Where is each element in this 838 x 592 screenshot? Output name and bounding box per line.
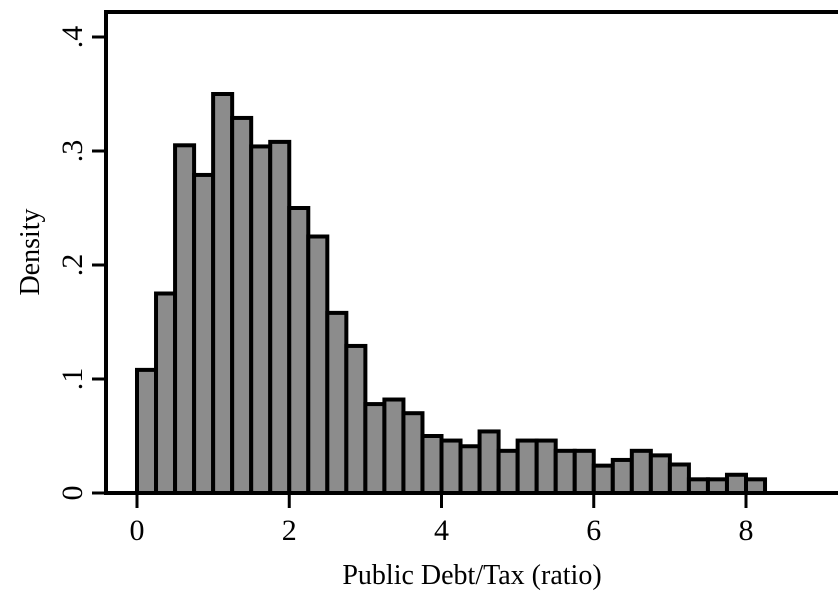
histogram-bar [534, 438, 558, 495]
bars-group [135, 92, 768, 496]
histogram-bar [382, 397, 406, 495]
y-tick-label: .3 [56, 140, 89, 163]
histogram-bar [249, 144, 273, 495]
histogram-bar [363, 402, 387, 495]
histogram-bar [458, 444, 482, 496]
histogram-bar [686, 477, 710, 496]
histogram-bar [705, 477, 729, 496]
histogram-bar [344, 343, 368, 495]
histogram-bar [572, 448, 596, 496]
histogram-bar [268, 139, 292, 495]
histogram-bar [477, 429, 501, 496]
histogram-bar [496, 448, 520, 496]
x-tick-label: 6 [586, 514, 601, 547]
y-tick-label: .2 [56, 254, 89, 277]
histogram-bar [667, 462, 691, 495]
y-tick-label: .1 [56, 368, 89, 391]
x-axis: 0 2 4 6 8 [130, 493, 754, 547]
histogram-bar [135, 367, 159, 496]
histogram-bar [724, 472, 748, 496]
histogram-bar [420, 434, 444, 495]
histogram-bar [648, 453, 672, 496]
histogram-bar [744, 477, 768, 496]
histogram-bar [515, 438, 539, 495]
y-tick-label: .4 [56, 26, 89, 49]
x-tick-label: 0 [130, 514, 145, 547]
histogram-bar [401, 411, 425, 496]
x-axis-title: Public Debt/Tax (ratio) [342, 560, 601, 591]
histogram-bar [154, 291, 178, 495]
y-axis-title: Density [15, 208, 46, 295]
x-tick-label: 2 [282, 514, 297, 547]
histogram-bar [439, 438, 463, 495]
histogram-bar [173, 143, 197, 496]
y-axis: 0 .1 .2 .3 .4 [56, 26, 106, 501]
histogram-bar [211, 92, 235, 495]
histogram-bar [553, 448, 577, 496]
histogram-bar [610, 457, 634, 496]
histogram-bar [192, 172, 216, 495]
plot-frame [104, 10, 838, 495]
histogram-bar [230, 115, 254, 495]
histogram-bar [306, 234, 330, 495]
x-tick-label: 4 [434, 514, 449, 547]
y-tick-label: 0 [56, 486, 89, 501]
histogram-bar [325, 310, 349, 495]
histogram-bar [629, 448, 653, 496]
histogram-bar [287, 206, 311, 495]
x-tick-label: 8 [739, 514, 754, 547]
histogram-bar [591, 463, 615, 496]
